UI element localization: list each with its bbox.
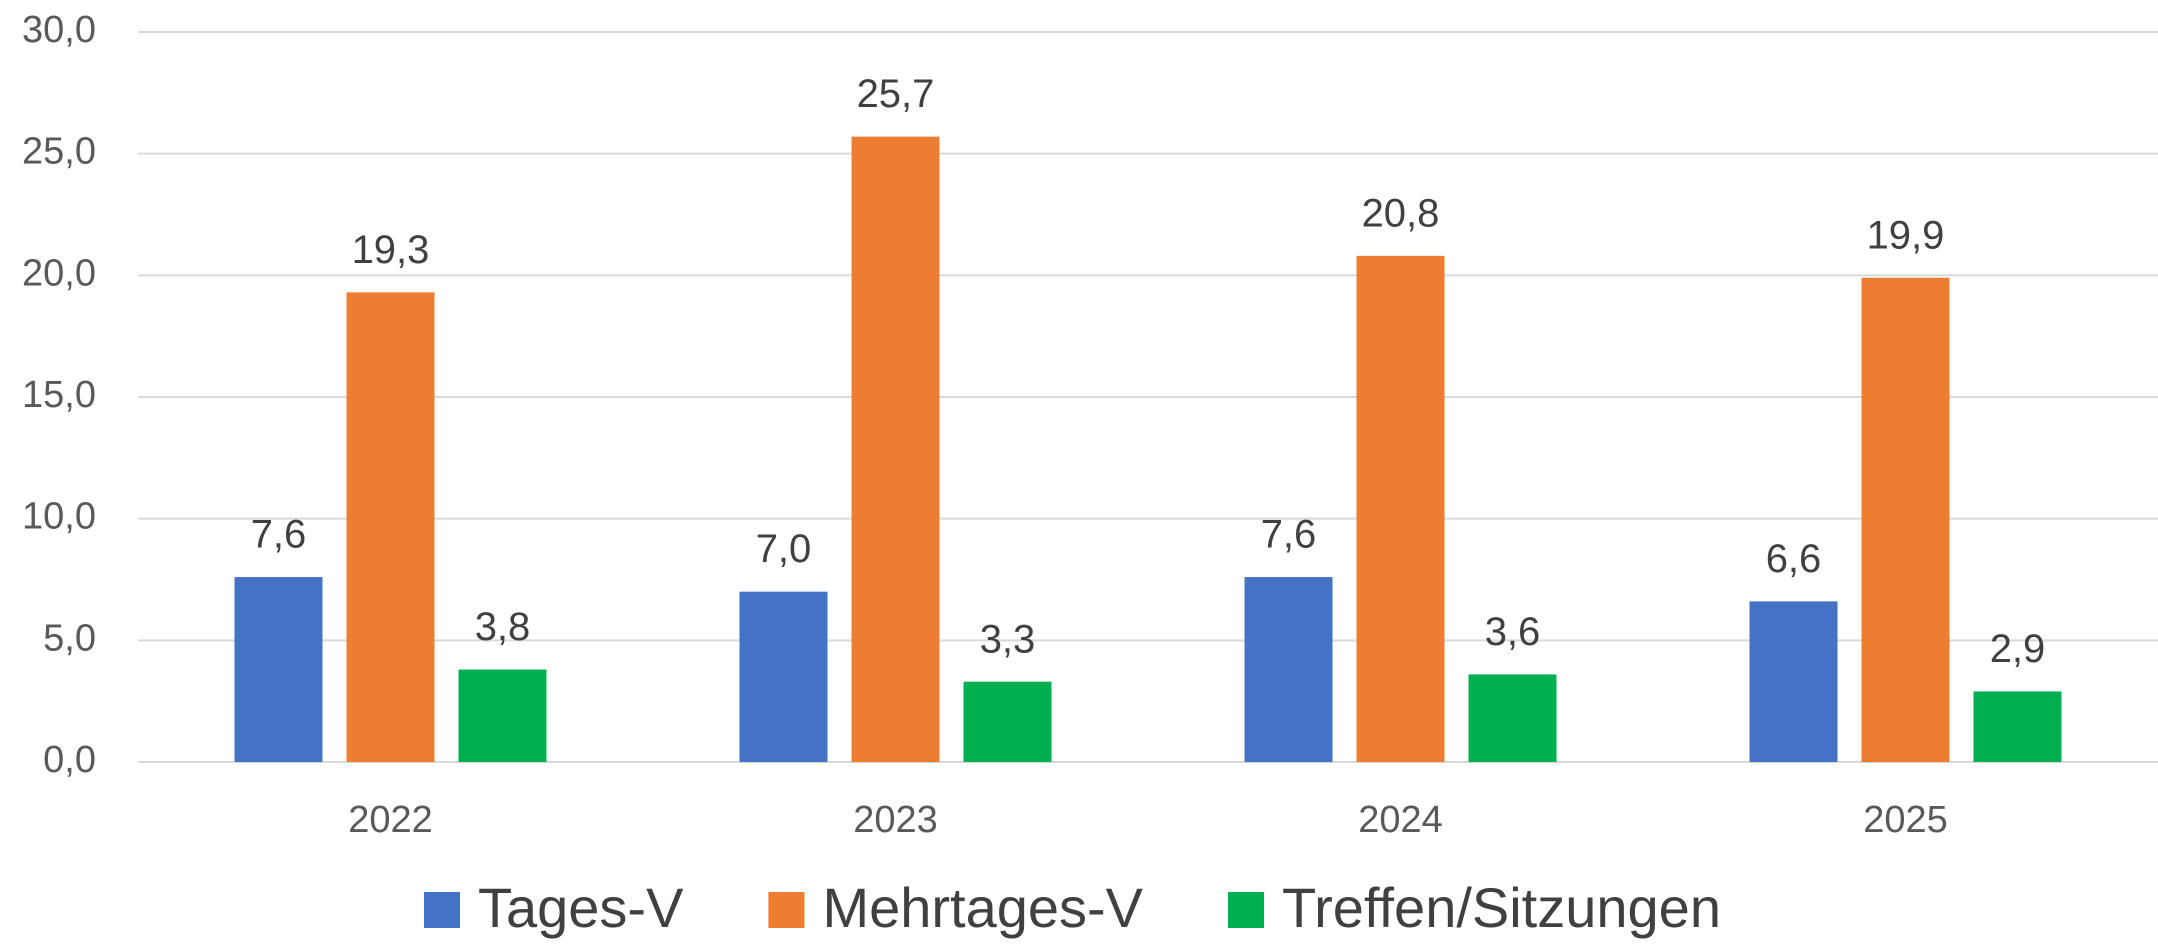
y-tick-label: 5,0	[43, 617, 96, 659]
bar	[1973, 691, 2062, 762]
y-tick-label: 25,0	[22, 131, 96, 173]
bar	[851, 136, 940, 763]
legend-label: Tages-V	[478, 876, 684, 939]
data-label: 7,0	[756, 527, 812, 571]
data-label: 25,7	[857, 72, 935, 116]
bar	[1749, 601, 1838, 762]
legend-label: Mehrtages-V	[822, 876, 1143, 939]
x-tick-label: 2023	[853, 799, 938, 841]
data-label: 6,6	[1766, 537, 1822, 581]
bar	[234, 577, 323, 762]
bar	[963, 681, 1052, 762]
data-label: 7,6	[1261, 513, 1317, 557]
bar	[458, 669, 547, 762]
x-tick-label: 2022	[348, 799, 433, 841]
legend-label: Treffen/Sitzungen	[1282, 876, 1721, 939]
legend-swatch	[1228, 892, 1265, 928]
bar	[1861, 277, 1950, 762]
y-tick-label: 30,0	[22, 9, 96, 51]
x-tick-label: 2025	[1863, 799, 1948, 841]
bar	[739, 591, 828, 762]
y-tick-label: 15,0	[22, 374, 96, 416]
data-label: 19,3	[352, 228, 430, 272]
legend-swatch	[424, 892, 460, 928]
data-label: 19,9	[1867, 213, 1945, 257]
bar	[1356, 255, 1445, 762]
bar	[346, 292, 435, 762]
legend-swatch	[768, 892, 805, 928]
data-label: 2,9	[1990, 627, 2046, 671]
bar	[1468, 674, 1557, 762]
data-label: 3,3	[980, 617, 1036, 661]
y-tick-label: 0,0	[43, 739, 96, 781]
data-label: 3,8	[475, 605, 531, 649]
data-label: 20,8	[1362, 191, 1440, 235]
data-label: 7,6	[251, 513, 307, 557]
x-tick-label: 2024	[1358, 799, 1443, 841]
bar	[1244, 577, 1333, 762]
y-tick-label: 20,0	[22, 252, 96, 294]
y-tick-label: 10,0	[22, 496, 96, 538]
data-label: 3,6	[1485, 610, 1541, 654]
